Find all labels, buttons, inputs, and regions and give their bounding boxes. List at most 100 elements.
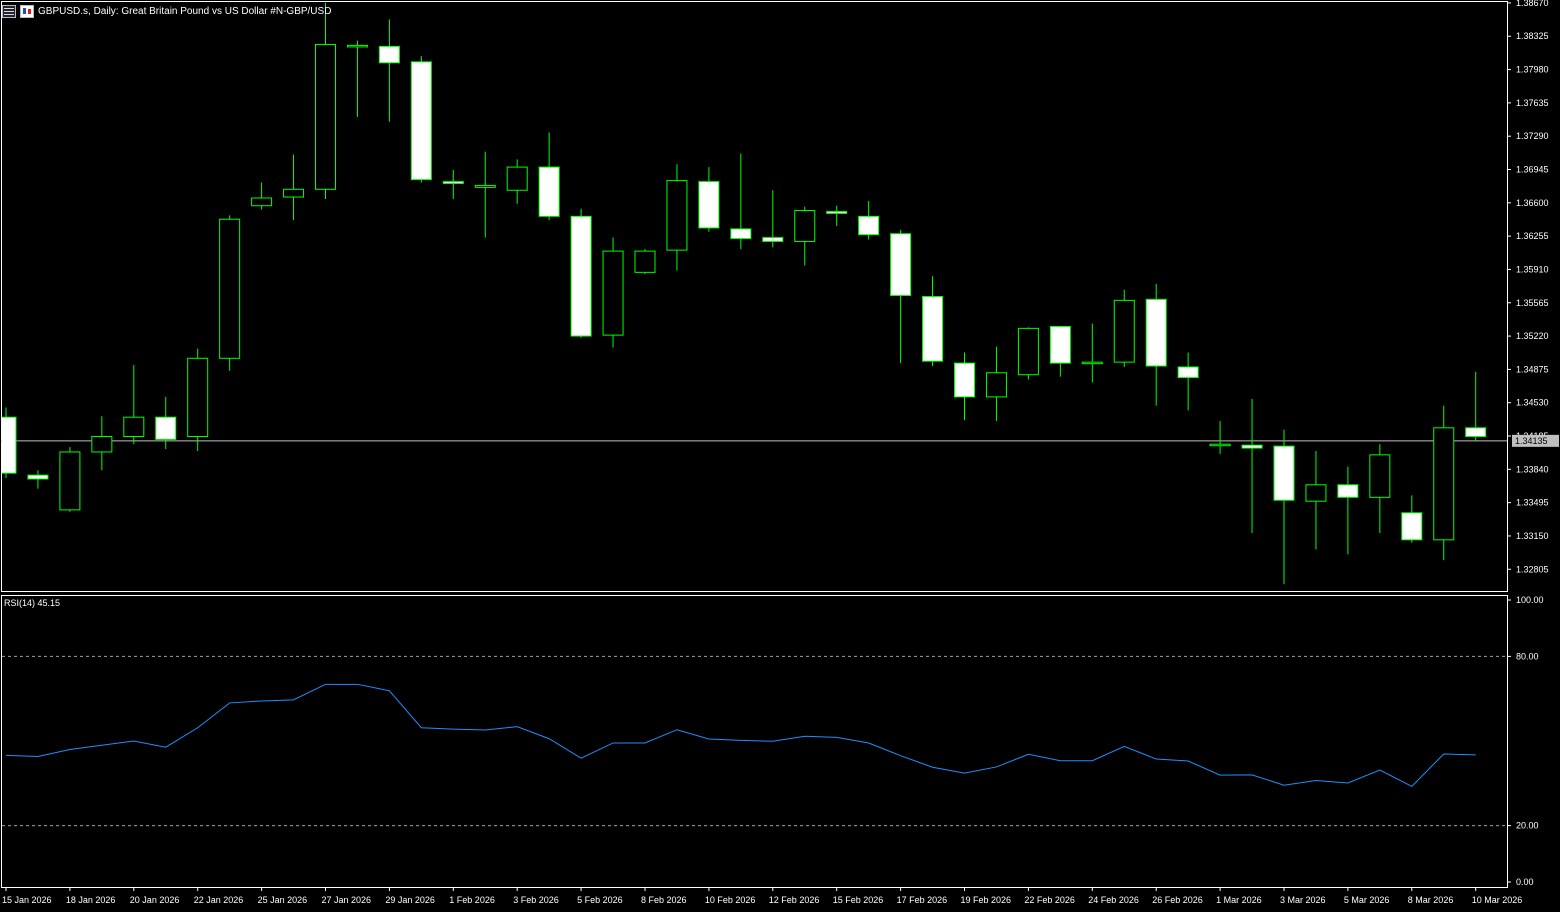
candle — [1113, 289, 1135, 367]
date-tick-label: 5 Feb 2026 — [577, 895, 623, 905]
candle-body — [730, 228, 752, 240]
date-tick-label: 15 Jan 2026 — [2, 895, 52, 905]
candle — [1401, 495, 1423, 543]
candle — [442, 169, 464, 199]
candle — [1465, 371, 1487, 442]
candle-body — [1273, 445, 1295, 501]
candle — [283, 154, 305, 221]
candle — [1017, 327, 1039, 380]
candle-body — [219, 218, 241, 359]
candle-body — [346, 44, 368, 48]
candle-body — [634, 250, 656, 273]
candle-body — [1241, 444, 1263, 449]
candle-body — [794, 210, 816, 242]
candle — [2, 407, 17, 479]
date-tick-label: 5 Mar 2026 — [1344, 895, 1390, 905]
list-icon[interactable] — [2, 4, 16, 18]
candle-body — [538, 166, 560, 217]
candle-body — [1369, 454, 1391, 498]
price-tick-label: 1.37980 — [1516, 65, 1549, 75]
candle — [730, 153, 752, 250]
candle-body — [2, 416, 17, 474]
candle — [985, 346, 1007, 422]
price-tick-label: 1.38670 — [1516, 0, 1549, 8]
date-tick-label: 1 Mar 2026 — [1216, 895, 1262, 905]
candle-body — [922, 295, 944, 362]
candle-body — [762, 237, 784, 242]
candle — [91, 416, 113, 471]
candle — [922, 276, 944, 367]
candle-body — [570, 215, 592, 337]
candle-body — [27, 474, 49, 480]
candle — [602, 237, 624, 348]
candle-body — [1465, 427, 1487, 437]
price-tick-label: 1.38325 — [1516, 31, 1549, 41]
candle-body — [1017, 327, 1039, 376]
candle — [890, 229, 912, 364]
date-tick-label: 27 Jan 2026 — [322, 895, 372, 905]
price-tick-label: 1.36255 — [1516, 231, 1549, 241]
candle — [1049, 325, 1071, 377]
price-tick-label: 1.37635 — [1516, 98, 1549, 108]
candle-body — [251, 197, 273, 207]
candle-body — [187, 357, 209, 437]
rsi-tick-label: 100.00 — [1516, 595, 1544, 605]
candle — [1081, 323, 1103, 383]
candle — [666, 164, 688, 271]
candle — [251, 182, 273, 210]
date-tick-label: 29 Jan 2026 — [385, 895, 435, 905]
candle — [634, 249, 656, 275]
candle — [1433, 405, 1455, 561]
candle-body — [985, 372, 1007, 398]
price-tick-label: 1.36600 — [1516, 198, 1549, 208]
rsi-axis: 100.00 80.00 20.00 0.00 — [1507, 595, 1544, 887]
candle — [315, 2, 336, 199]
price-tick-label: 1.33840 — [1516, 464, 1549, 474]
price-tick-label: 1.35565 — [1516, 298, 1549, 308]
candle-body — [954, 362, 975, 398]
candle — [1145, 283, 1167, 406]
date-tick-label: 17 Feb 2026 — [897, 895, 948, 905]
candles-layer — [2, 2, 1487, 585]
one-click-trading-icon[interactable] — [20, 4, 34, 18]
rsi-line — [5, 683, 1476, 788]
date-tick-label: 19 Feb 2026 — [961, 895, 1012, 905]
candle — [570, 208, 592, 339]
candle-body — [1081, 361, 1103, 365]
candle — [187, 348, 209, 451]
current-price-label: 1.34135 — [1515, 436, 1548, 446]
candle — [826, 205, 848, 226]
candle — [1273, 429, 1295, 585]
candle — [954, 352, 975, 421]
candle-body — [1337, 484, 1359, 498]
candle-body — [1305, 484, 1327, 502]
candle-body — [378, 45, 400, 64]
date-tick-label: 24 Feb 2026 — [1088, 895, 1139, 905]
candle — [1241, 398, 1263, 534]
price-tick-label: 1.33495 — [1516, 498, 1549, 508]
date-tick-label: 25 Jan 2026 — [258, 895, 308, 905]
date-tick-label: 8 Mar 2026 — [1408, 895, 1454, 905]
candle-body — [1177, 366, 1199, 379]
candle-body — [474, 184, 496, 188]
candle — [1369, 444, 1391, 534]
candle-body — [283, 188, 305, 198]
candle-body — [123, 416, 145, 437]
candle — [794, 206, 816, 266]
candle — [123, 365, 145, 445]
candle — [155, 396, 177, 450]
candle — [858, 200, 880, 240]
price-tick-label: 1.34530 — [1516, 398, 1549, 408]
candle — [27, 470, 49, 489]
price-tick-label: 1.35910 — [1516, 264, 1549, 274]
candle-body — [890, 233, 912, 297]
candle — [378, 19, 400, 122]
candle-body — [155, 416, 177, 440]
candle-body — [1401, 512, 1423, 541]
candle-body — [91, 435, 113, 453]
candle-body — [1113, 299, 1135, 363]
candle — [474, 151, 496, 238]
date-tick-label: 8 Feb 2026 — [641, 895, 687, 905]
date-tick-label: 3 Mar 2026 — [1280, 895, 1326, 905]
